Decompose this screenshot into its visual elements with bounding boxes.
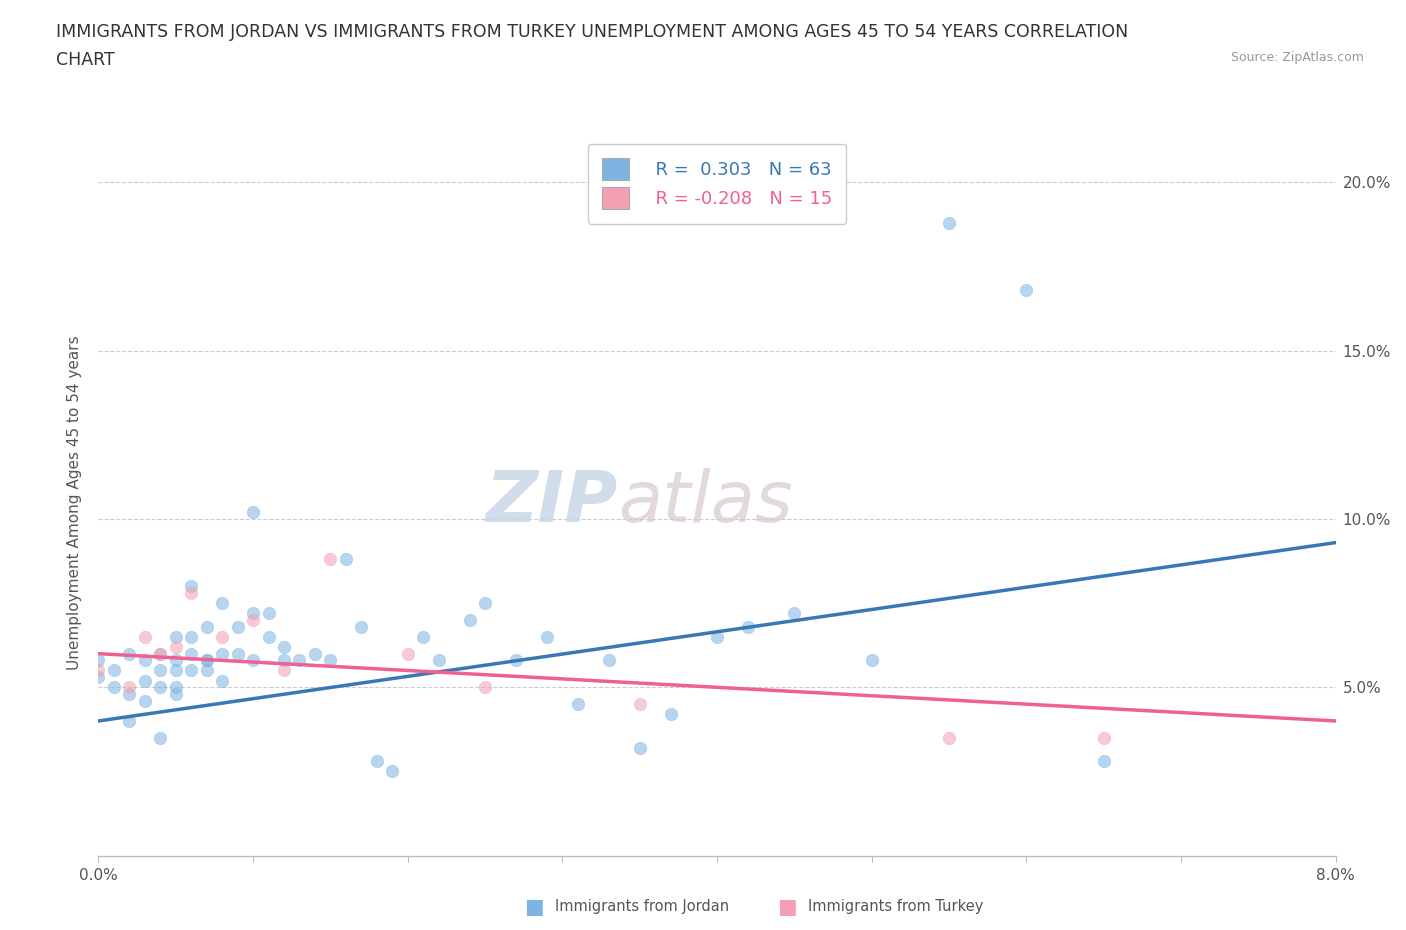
Point: [659, 707, 682, 722]
Point: [257, 605, 280, 620]
Point: [195, 653, 218, 668]
Point: [165, 663, 187, 678]
Point: [242, 613, 264, 628]
Legend:   R =  0.303   N = 63,   R = -0.208   N = 15: R = 0.303 N = 63, R = -0.208 N = 15: [588, 144, 846, 224]
Point: [87, 653, 110, 668]
Point: [165, 630, 187, 644]
Point: [149, 646, 172, 661]
Point: [118, 646, 141, 661]
Point: [195, 619, 218, 634]
Point: [87, 670, 110, 684]
Point: [1015, 283, 1038, 298]
Point: [180, 630, 202, 644]
Point: [87, 663, 110, 678]
Point: [103, 663, 125, 678]
Point: [567, 697, 589, 711]
Point: [783, 605, 806, 620]
Point: [737, 619, 759, 634]
Point: [195, 653, 218, 668]
Point: [350, 619, 373, 634]
Point: [860, 653, 883, 668]
Point: [396, 646, 419, 661]
Point: [242, 605, 264, 620]
Point: [180, 646, 202, 661]
Point: [598, 653, 620, 668]
Point: [319, 653, 342, 668]
Point: [1092, 730, 1115, 745]
Text: Immigrants from Jordan: Immigrants from Jordan: [555, 899, 730, 914]
Point: [149, 646, 172, 661]
Point: [165, 686, 187, 701]
Point: [180, 578, 202, 593]
Point: [226, 619, 249, 634]
Point: [273, 640, 295, 655]
Point: [242, 505, 264, 520]
Point: [474, 596, 496, 611]
Point: [288, 653, 311, 668]
Text: IMMIGRANTS FROM JORDAN VS IMMIGRANTS FROM TURKEY UNEMPLOYMENT AMONG AGES 45 TO 5: IMMIGRANTS FROM JORDAN VS IMMIGRANTS FRO…: [56, 23, 1129, 41]
Point: [134, 694, 156, 709]
Text: Source: ZipAtlas.com: Source: ZipAtlas.com: [1230, 51, 1364, 64]
Point: [242, 653, 264, 668]
Point: [149, 680, 172, 695]
Point: [134, 673, 156, 688]
Point: [149, 663, 172, 678]
Text: atlas: atlas: [619, 468, 793, 537]
Point: [412, 630, 434, 644]
Point: [211, 646, 233, 661]
Point: [366, 754, 388, 769]
Point: [706, 630, 728, 644]
Point: [165, 653, 187, 668]
Y-axis label: Unemployment Among Ages 45 to 54 years: Unemployment Among Ages 45 to 54 years: [67, 335, 83, 670]
Point: [134, 653, 156, 668]
Point: [458, 613, 481, 628]
Point: [938, 216, 960, 231]
Text: ■: ■: [524, 897, 544, 917]
Point: [536, 630, 558, 644]
Point: [1092, 754, 1115, 769]
Text: ■: ■: [778, 897, 797, 917]
Point: [165, 680, 187, 695]
Point: [319, 552, 342, 567]
Point: [427, 653, 450, 668]
Point: [273, 653, 295, 668]
Point: [211, 596, 233, 611]
Text: CHART: CHART: [56, 51, 115, 69]
Point: [226, 646, 249, 661]
Point: [118, 686, 141, 701]
Text: Immigrants from Turkey: Immigrants from Turkey: [808, 899, 984, 914]
Point: [257, 630, 280, 644]
Point: [628, 697, 651, 711]
Point: [335, 552, 357, 567]
Point: [149, 730, 172, 745]
Point: [165, 640, 187, 655]
Point: [180, 663, 202, 678]
Point: [273, 663, 295, 678]
Point: [628, 740, 651, 755]
Point: [118, 713, 141, 728]
Point: [211, 673, 233, 688]
Point: [180, 586, 202, 601]
Point: [103, 680, 125, 695]
Point: [195, 663, 218, 678]
Point: [211, 630, 233, 644]
Point: [304, 646, 326, 661]
Point: [134, 630, 156, 644]
Text: ZIP: ZIP: [486, 468, 619, 537]
Point: [505, 653, 527, 668]
Point: [938, 730, 960, 745]
Point: [118, 680, 141, 695]
Point: [474, 680, 496, 695]
Point: [381, 764, 404, 779]
